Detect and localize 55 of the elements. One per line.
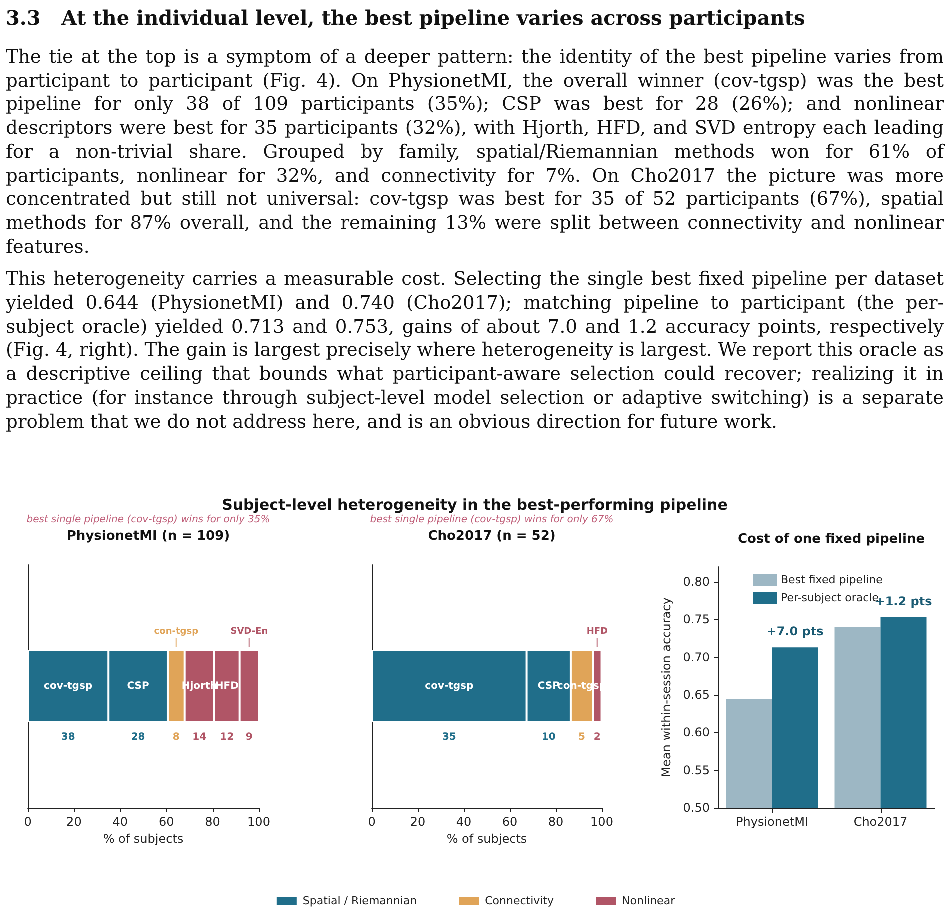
x-tick-label: 60 — [158, 815, 174, 829]
y-tick-label: 0.50 — [683, 801, 710, 815]
annotation: 2 — [594, 732, 601, 743]
y-tick-label: 0.55 — [683, 763, 710, 778]
x-tick-label: 80 — [548, 815, 564, 829]
series-label: cov-tgsp — [44, 681, 93, 692]
x-tick-label: 40 — [112, 815, 128, 829]
annotation: 14 — [192, 732, 207, 743]
legend-label: Spatial / Riemannian — [302, 894, 418, 908]
text: Subject-level heterogeneity in the best-performing pipeline — [222, 496, 728, 514]
x-axis-title: % of subjects — [103, 832, 184, 846]
x-tick-label: 0 — [24, 815, 32, 829]
chart-title: PhysionetMI (n = 109) — [66, 529, 230, 544]
y-tick-label: 0.60 — [683, 726, 710, 740]
annotation: 35 — [442, 732, 456, 743]
text: This heterogeneity carries a measurable cost. Selecting the single best fixed pipeline per dataset yielded 0.644 (PhysionetMI) and 0.740 (Cho2017); matching pipeline to participant (the per-subject oracle) yielded 0.713 and 0.753, gains of about 7.0 and 1.2 accuracy points, respectively (Fig. 4, right). The gain is largest precisely where heterogeneity is largest. We report this oracle as a descriptive ceiling that bounds what participant-aware selection could recover; realizing it in practice (for instance through subject-level model selection or adaptive switching) is a separate problem that we do not address here, and is an obvious direction for future work. — [6, 268, 944, 434]
text: 3.3 At the individual level, the best pipeline varies across participants — [6, 6, 806, 30]
annotation: 9 — [246, 732, 253, 743]
series-label: CSP — [127, 681, 150, 692]
annotation: +7.0 pts — [766, 624, 824, 639]
x-axis-title: % of subjects — [446, 832, 528, 846]
chart-subtitle: best single pipeline (cov-tgsp) wins for only 35% — [26, 514, 270, 526]
chart-subtitle: best single pipeline (cov-tgsp) wins for only 67% — [370, 514, 614, 526]
annotation: 28 — [131, 732, 146, 743]
y-tick-label: 0.75 — [683, 612, 710, 627]
legend-label: Nonlinear — [622, 894, 676, 908]
x-tick-label: 80 — [205, 815, 220, 829]
annotation: 8 — [172, 732, 180, 743]
annotation: 10 — [542, 732, 556, 743]
annotation: 5 — [578, 732, 586, 743]
x-tick-label: 40 — [456, 815, 472, 829]
x-tick-label: 20 — [410, 815, 426, 829]
y-tick-label: 0.70 — [683, 650, 710, 664]
x-tick-label: 20 — [66, 815, 82, 829]
y-tick-label: 0.65 — [683, 688, 710, 702]
series-label: cov-tgsp — [425, 681, 474, 692]
legend-label: Connectivity — [485, 894, 555, 908]
x-tick-label: Cho2017 — [854, 815, 908, 829]
text: The tie at the top is a symptom of a deeper pattern: the identity of the best pipeline varies from participant to participant (Fig. 4). On PhysionetMI, the overall winner (cov-tgsp) was the best pipeline for only 38 of 109 participants (35%); CSP was best for 28 (26%); and nonlinear descriptors were best for 35 participants (32%), with Hjorth, HFD, and SVD entropy each leading for a non-trivial share. Grouped by family, spatial/Riemannian methods won for 61% of participants, nonlinear for 32%, and connectivity for 7%. On Cho2017 the picture was more concentrated but still not universal: cov-tgsp was best for 35 of 52 participants (67%), spatial methods for 87% overall, and the remaining 13% were split between connectivity and nonlinear features. — [6, 47, 944, 258]
x-tick-label: PhysionetMI — [736, 815, 808, 829]
y-axis-title: Mean within-session accuracy — [659, 598, 674, 778]
series-label: HFD — [586, 627, 608, 637]
text: con-tgsp — [154, 627, 200, 637]
x-tick-label: 60 — [502, 815, 518, 829]
x-tick-label: 0 — [368, 815, 376, 829]
x-tick-label: 100 — [590, 815, 614, 829]
legend-label: Best fixed pipeline — [781, 574, 884, 586]
annotation: 38 — [61, 732, 76, 743]
chart-title: Cho2017 (n = 52) — [428, 529, 556, 544]
y-tick-label: 0.80 — [683, 575, 710, 590]
x-tick-label: 100 — [248, 815, 270, 829]
chart-title: Cost of one fixed pipeline — [738, 532, 926, 547]
series-label: SVD-En — [230, 627, 268, 637]
annotation: 12 — [220, 732, 234, 743]
series-label: HFD — [215, 681, 239, 692]
